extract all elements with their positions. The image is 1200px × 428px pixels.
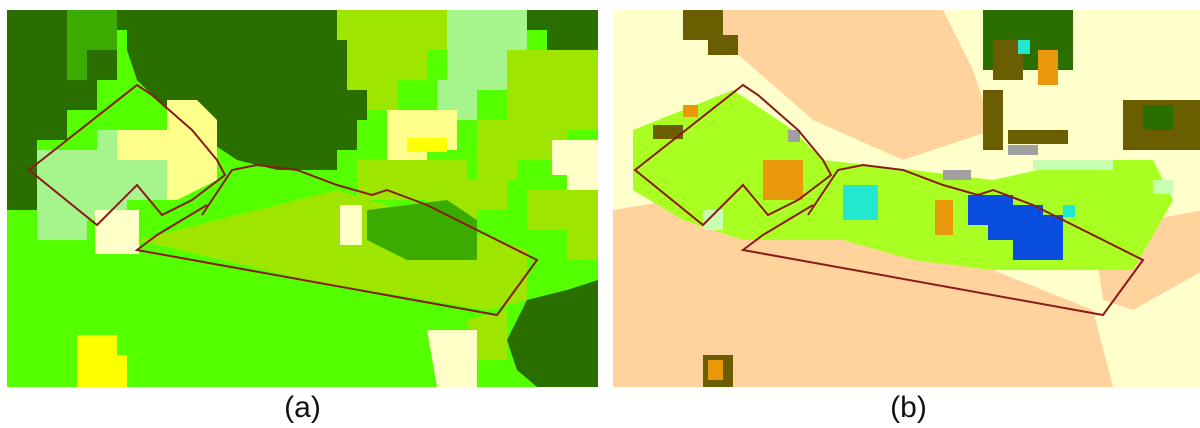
orange-patch — [1038, 50, 1058, 85]
yellow-patch — [77, 335, 127, 387]
cropland-patch — [477, 120, 537, 180]
caption-b: (b) — [890, 391, 927, 424]
water-patch — [968, 195, 1063, 260]
grey-patch — [1008, 145, 1038, 155]
cropland-patch — [527, 190, 598, 260]
pale-green-patch — [1153, 180, 1173, 194]
peach-band — [613, 190, 1113, 387]
cream-patch — [95, 210, 139, 254]
cyan-patch — [1018, 40, 1030, 54]
cropland-patch — [507, 50, 598, 160]
orange-patch — [708, 360, 723, 380]
mixed-patch — [67, 10, 117, 80]
olive-patch — [708, 35, 738, 55]
pale-green-patch — [1033, 160, 1113, 170]
cropland-patch — [337, 10, 447, 110]
olive-patch — [653, 125, 683, 139]
peach-band — [683, 10, 993, 160]
orange-patch — [683, 105, 698, 117]
mixed-patch — [367, 200, 477, 260]
land-cover-map-b — [613, 10, 1200, 387]
forest-patch — [1143, 105, 1173, 130]
site-boundary — [27, 83, 539, 317]
olive-patch — [1008, 130, 1068, 144]
orange-patch — [763, 160, 803, 200]
olive-patch — [983, 90, 1003, 150]
land-cover-map-a — [7, 10, 598, 387]
grassland-patch — [437, 10, 527, 120]
cream-patch — [552, 140, 598, 195]
cream-patch — [427, 330, 477, 387]
caption-a: (a) — [284, 391, 321, 424]
forest-patch — [507, 280, 598, 387]
orange-patch — [935, 200, 953, 235]
cyan-patch — [1063, 205, 1075, 217]
map-panel-b — [613, 10, 1200, 387]
forest-patch — [127, 10, 367, 170]
grey-patch — [943, 170, 971, 180]
cream-patch — [340, 205, 362, 245]
site-boundary — [633, 83, 1145, 317]
forest-patch — [7, 10, 137, 210]
map-panel-a — [7, 10, 598, 387]
pale-yellow-patch — [117, 100, 217, 200]
yellow-patch — [407, 138, 447, 152]
cyan-patch — [843, 185, 878, 220]
grey-patch — [788, 130, 800, 142]
pale-green-patch — [703, 210, 723, 230]
